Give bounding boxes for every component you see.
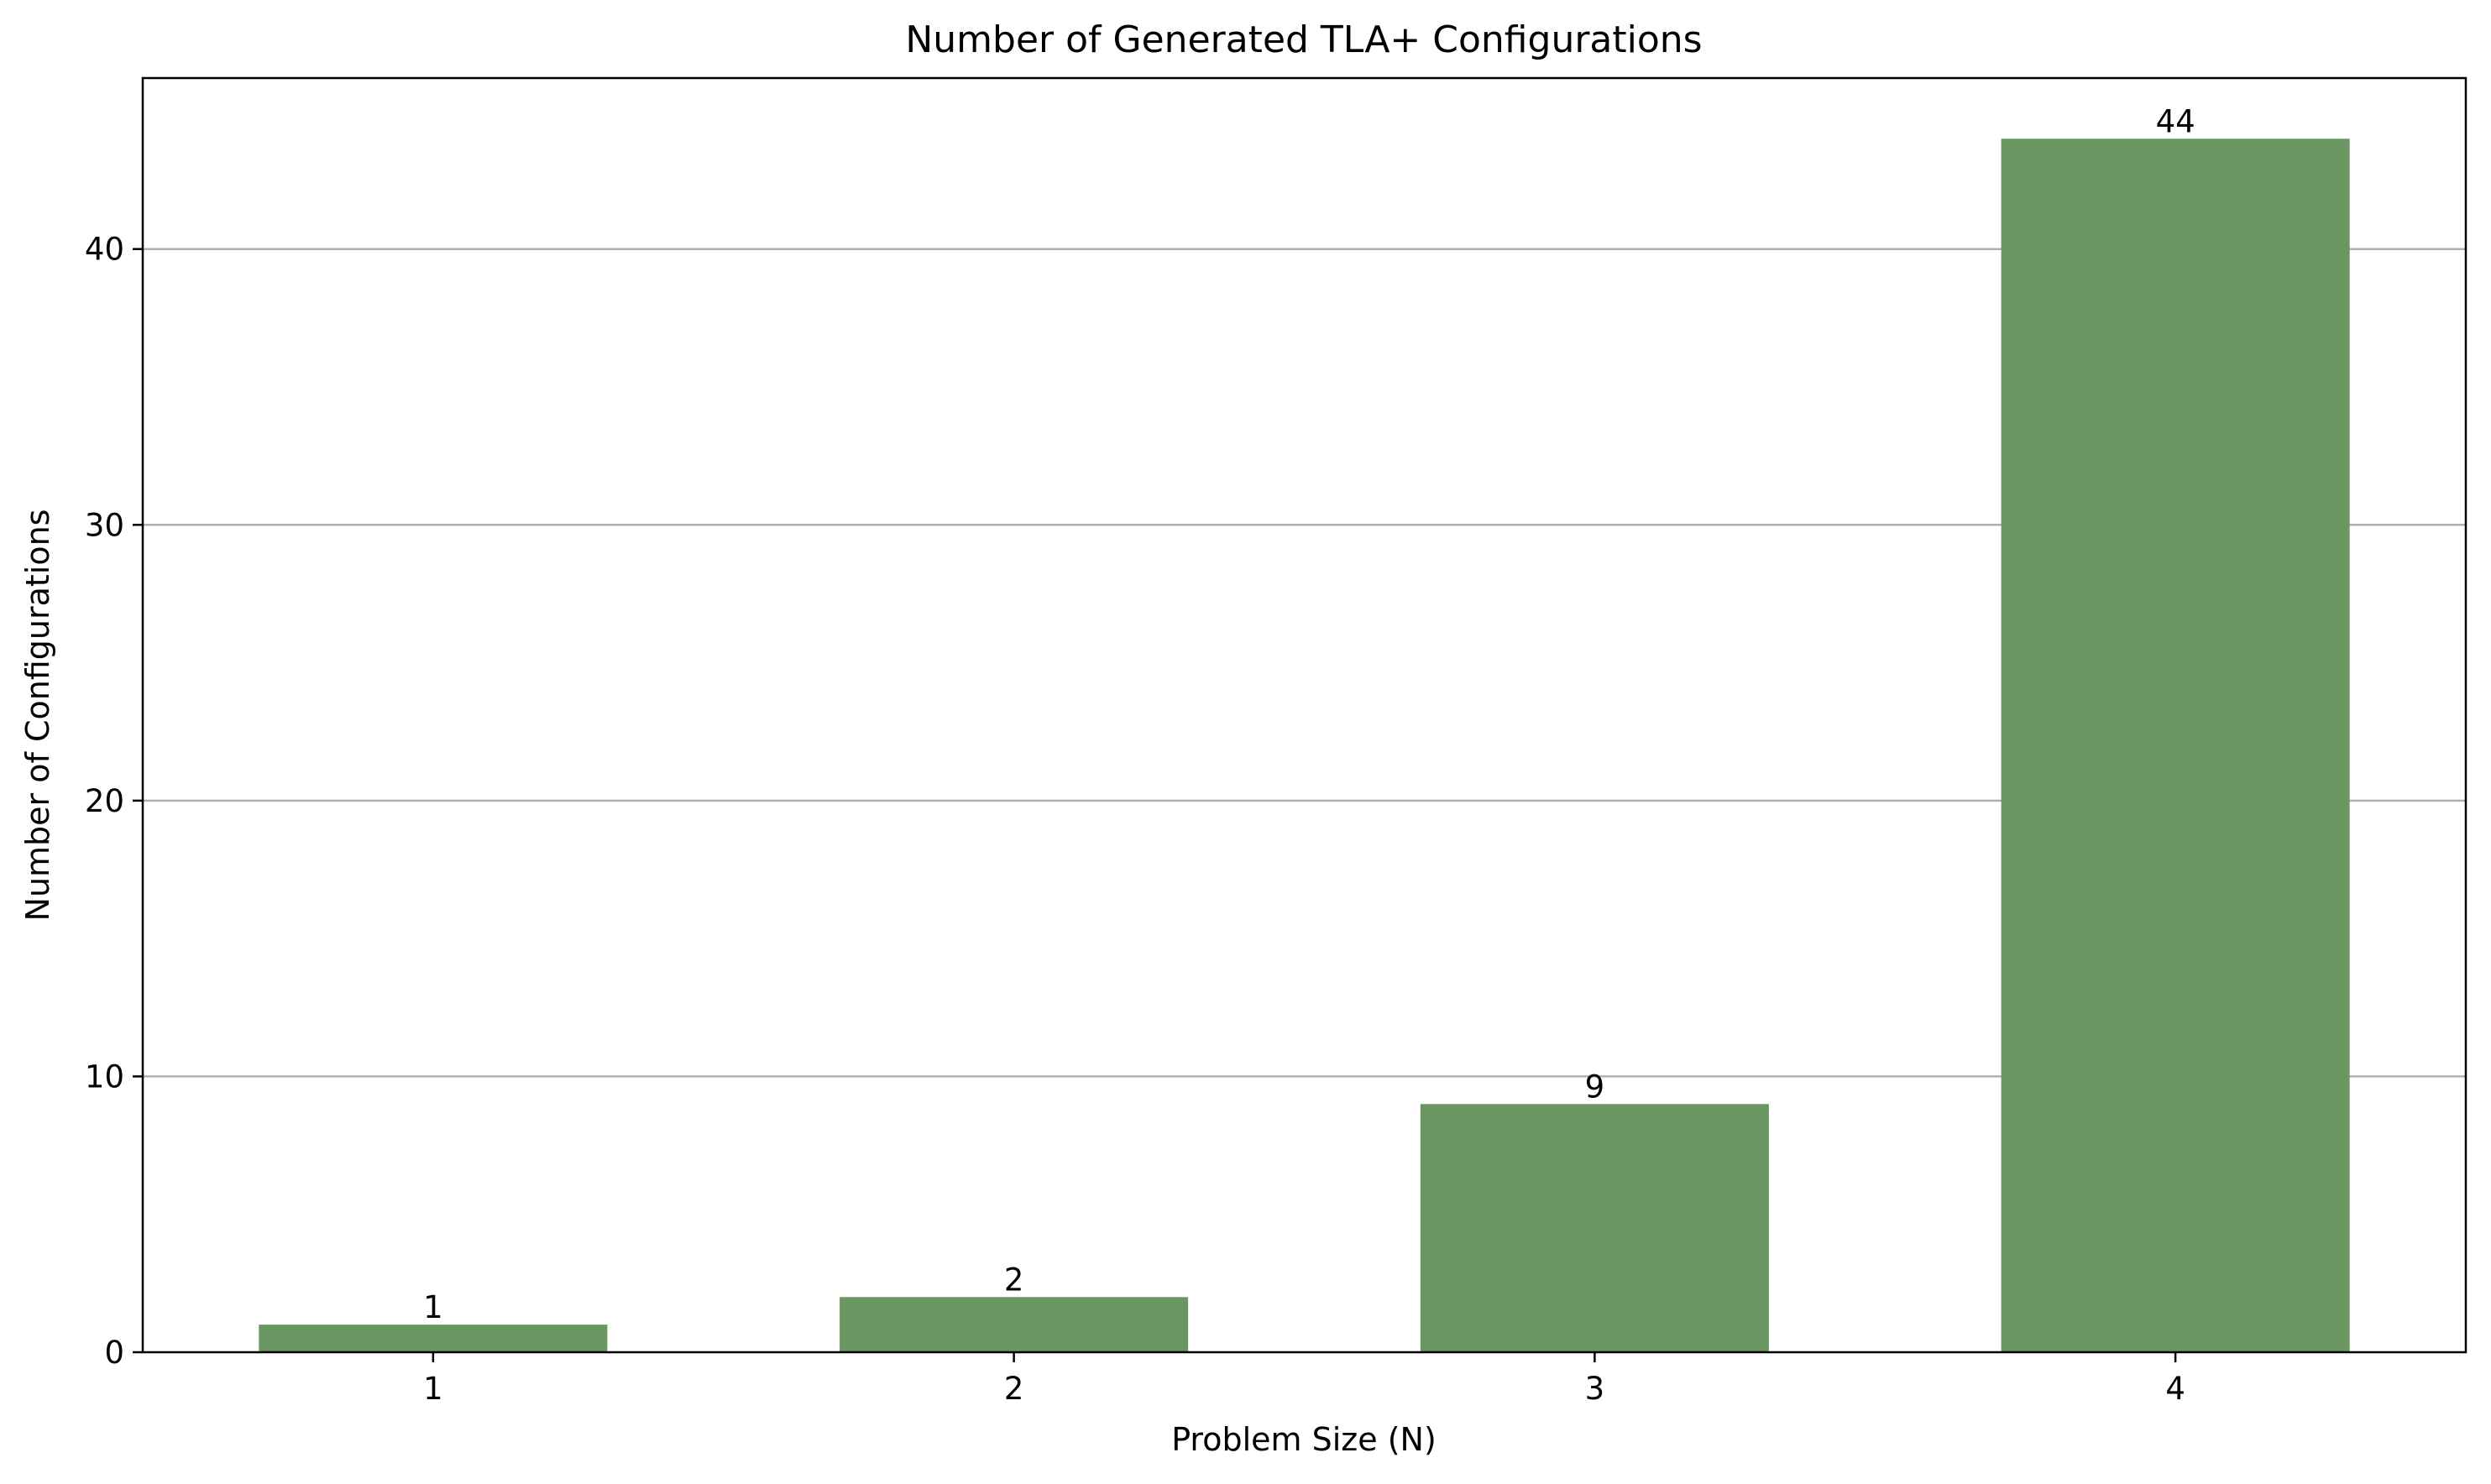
data-label-2: 2 <box>1004 1262 1024 1298</box>
bar-1 <box>259 1325 608 1352</box>
y-tick-label: 0 <box>104 1335 124 1371</box>
y-tick-label: 20 <box>85 783 124 819</box>
data-label-4: 44 <box>2156 103 2195 139</box>
plot-frame <box>141 76 2467 1354</box>
x-tick-label: 3 <box>1585 1371 1605 1407</box>
bar-4 <box>2001 138 2350 1352</box>
y-tick-label: 10 <box>85 1058 124 1095</box>
data-label-1: 1 <box>423 1289 443 1325</box>
bar-series <box>259 138 2350 1352</box>
y-axis: 0 10 20 30 40 <box>85 232 143 1371</box>
y-tick-label: 30 <box>85 507 124 543</box>
bar-3 <box>1420 1104 1769 1352</box>
x-axis: 1 2 3 4 <box>423 1352 2185 1407</box>
x-axis-label: Problem Size (N) <box>1171 1421 1437 1458</box>
y-axis-label: Number of Configurations <box>19 509 56 922</box>
data-labels: 1 2 9 44 <box>423 103 2195 1325</box>
x-tick-label: 2 <box>1004 1371 1024 1407</box>
data-label-3: 9 <box>1585 1069 1605 1105</box>
x-tick-label: 1 <box>423 1371 443 1407</box>
y-tick-label: 40 <box>85 232 124 268</box>
bar-2 <box>840 1297 1189 1352</box>
x-tick-label: 4 <box>2165 1371 2185 1407</box>
chart-title: Number of Generated TLA+ Configurations <box>905 18 1702 61</box>
